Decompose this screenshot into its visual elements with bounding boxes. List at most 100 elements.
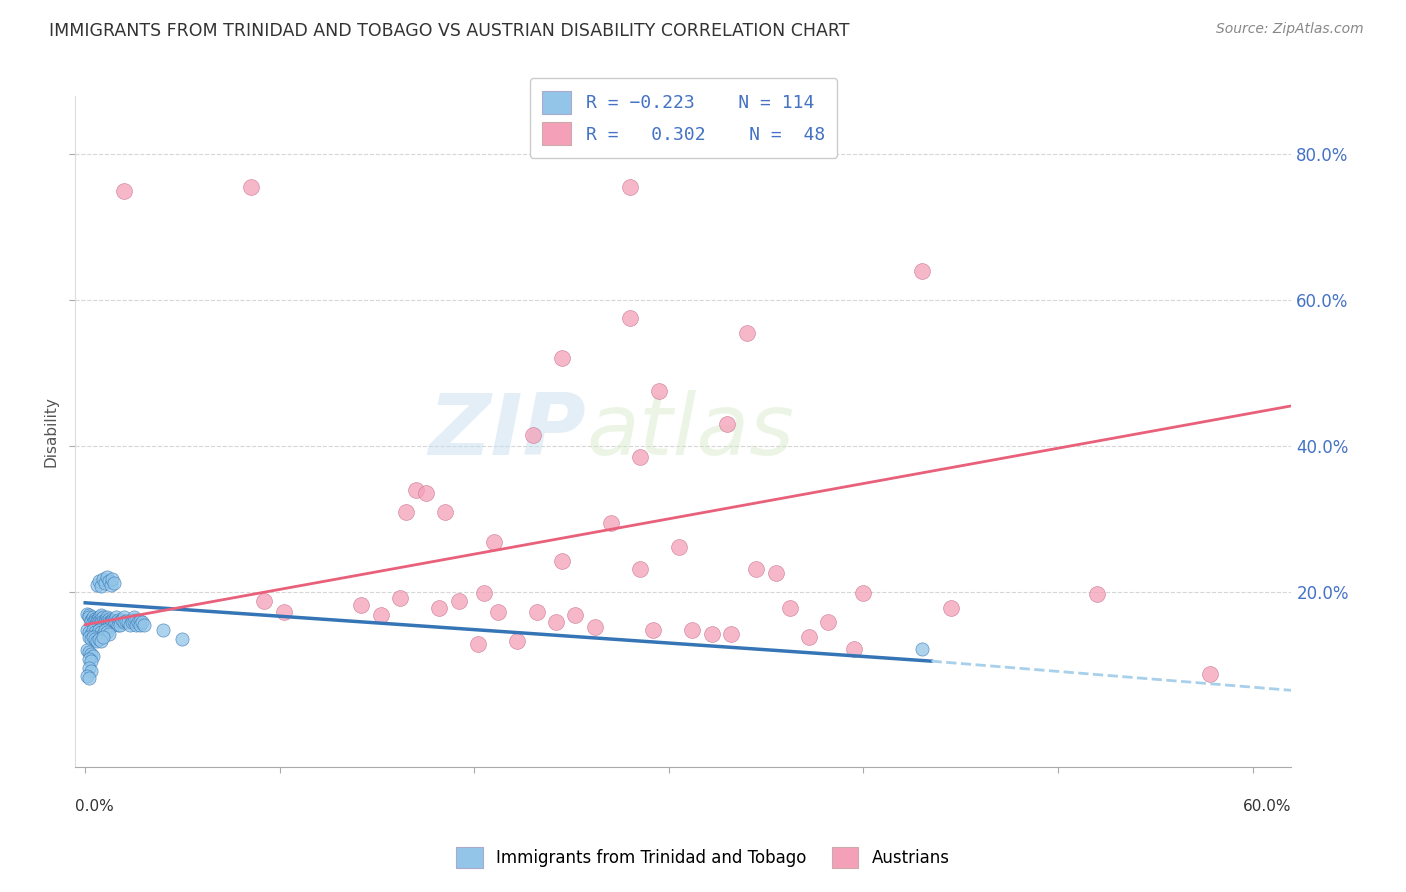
Point [779, 601, 801, 615]
Point [90, 608, 112, 623]
Point [96, 570, 118, 584]
Point [551, 351, 574, 366]
Point [80, 654, 103, 668]
Point [121, 613, 143, 627]
Point [77, 661, 100, 675]
Point [447, 593, 470, 607]
Point [643, 623, 665, 637]
Point [100, 577, 122, 591]
Point [112, 610, 135, 624]
Point [911, 264, 934, 278]
Point [101, 613, 124, 627]
Point [765, 566, 787, 580]
Point [107, 613, 129, 627]
Point [111, 613, 134, 627]
Point [86, 615, 108, 630]
Point [117, 615, 139, 630]
Point [122, 614, 145, 628]
Point [90, 624, 112, 639]
Point [90, 634, 112, 648]
Point [105, 615, 128, 630]
Point [716, 417, 738, 431]
Point [681, 623, 703, 637]
Point [817, 615, 839, 630]
Point [526, 605, 548, 619]
Text: 0.0%: 0.0% [76, 798, 114, 814]
Point [84, 612, 107, 626]
Point [87, 610, 110, 624]
Point [77, 652, 100, 666]
Point [107, 617, 129, 632]
Point [370, 608, 392, 623]
Point [735, 326, 758, 340]
Point [112, 184, 135, 198]
Point [1085, 587, 1108, 601]
Point [84, 632, 107, 647]
Point [90, 612, 112, 626]
Point [103, 576, 125, 591]
Point [842, 641, 865, 656]
Point [77, 645, 100, 659]
Point [86, 577, 108, 591]
Point [84, 617, 107, 632]
Point [86, 627, 108, 641]
Point [132, 617, 155, 632]
Point [115, 614, 138, 628]
Point [472, 586, 495, 600]
Point [797, 630, 820, 644]
Point [127, 615, 149, 630]
Point [80, 613, 103, 627]
Point [131, 615, 153, 630]
Point [103, 614, 125, 628]
Point [506, 634, 529, 648]
Point [97, 612, 120, 626]
Point [82, 630, 104, 644]
Point [100, 614, 122, 628]
Point [77, 610, 100, 624]
Point [522, 428, 544, 442]
Point [544, 615, 567, 630]
Point [720, 627, 742, 641]
Point [91, 614, 114, 628]
Point [1198, 666, 1220, 681]
Point [405, 483, 427, 497]
Point [87, 617, 110, 632]
Point [90, 579, 112, 593]
Point [91, 630, 114, 644]
Point [80, 627, 103, 641]
Point [273, 605, 295, 619]
Point [82, 610, 104, 624]
Point [80, 632, 103, 647]
Point [648, 384, 671, 399]
Point [745, 561, 768, 575]
Point [84, 614, 107, 628]
Point [253, 593, 276, 607]
Point [125, 617, 148, 632]
Point [619, 180, 641, 194]
Text: IMMIGRANTS FROM TRINIDAD AND TOBAGO VS AUSTRIAN DISABILITY CORRELATION CHART: IMMIGRANTS FROM TRINIDAD AND TOBAGO VS A… [49, 22, 849, 40]
Point [82, 648, 104, 663]
Point [77, 608, 100, 623]
Point [77, 624, 100, 639]
Legend: Immigrants from Trinidad and Tobago, Austrians: Immigrants from Trinidad and Tobago, Aus… [450, 840, 956, 875]
Point [76, 643, 98, 657]
Point [97, 615, 120, 630]
Point [939, 601, 962, 615]
Point [395, 505, 418, 519]
Point [76, 607, 98, 621]
Point [93, 615, 115, 630]
Point [96, 617, 118, 632]
Point [583, 620, 606, 634]
Point [101, 615, 124, 630]
Point [91, 627, 114, 641]
Point [128, 617, 150, 632]
Point [80, 664, 103, 678]
Point [389, 591, 412, 605]
Point [112, 615, 135, 630]
Point [97, 574, 120, 588]
Point [91, 572, 114, 586]
Point [551, 554, 574, 568]
Point [91, 610, 114, 624]
Point [121, 615, 143, 630]
Text: Source: ZipAtlas.com: Source: ZipAtlas.com [1216, 22, 1364, 37]
